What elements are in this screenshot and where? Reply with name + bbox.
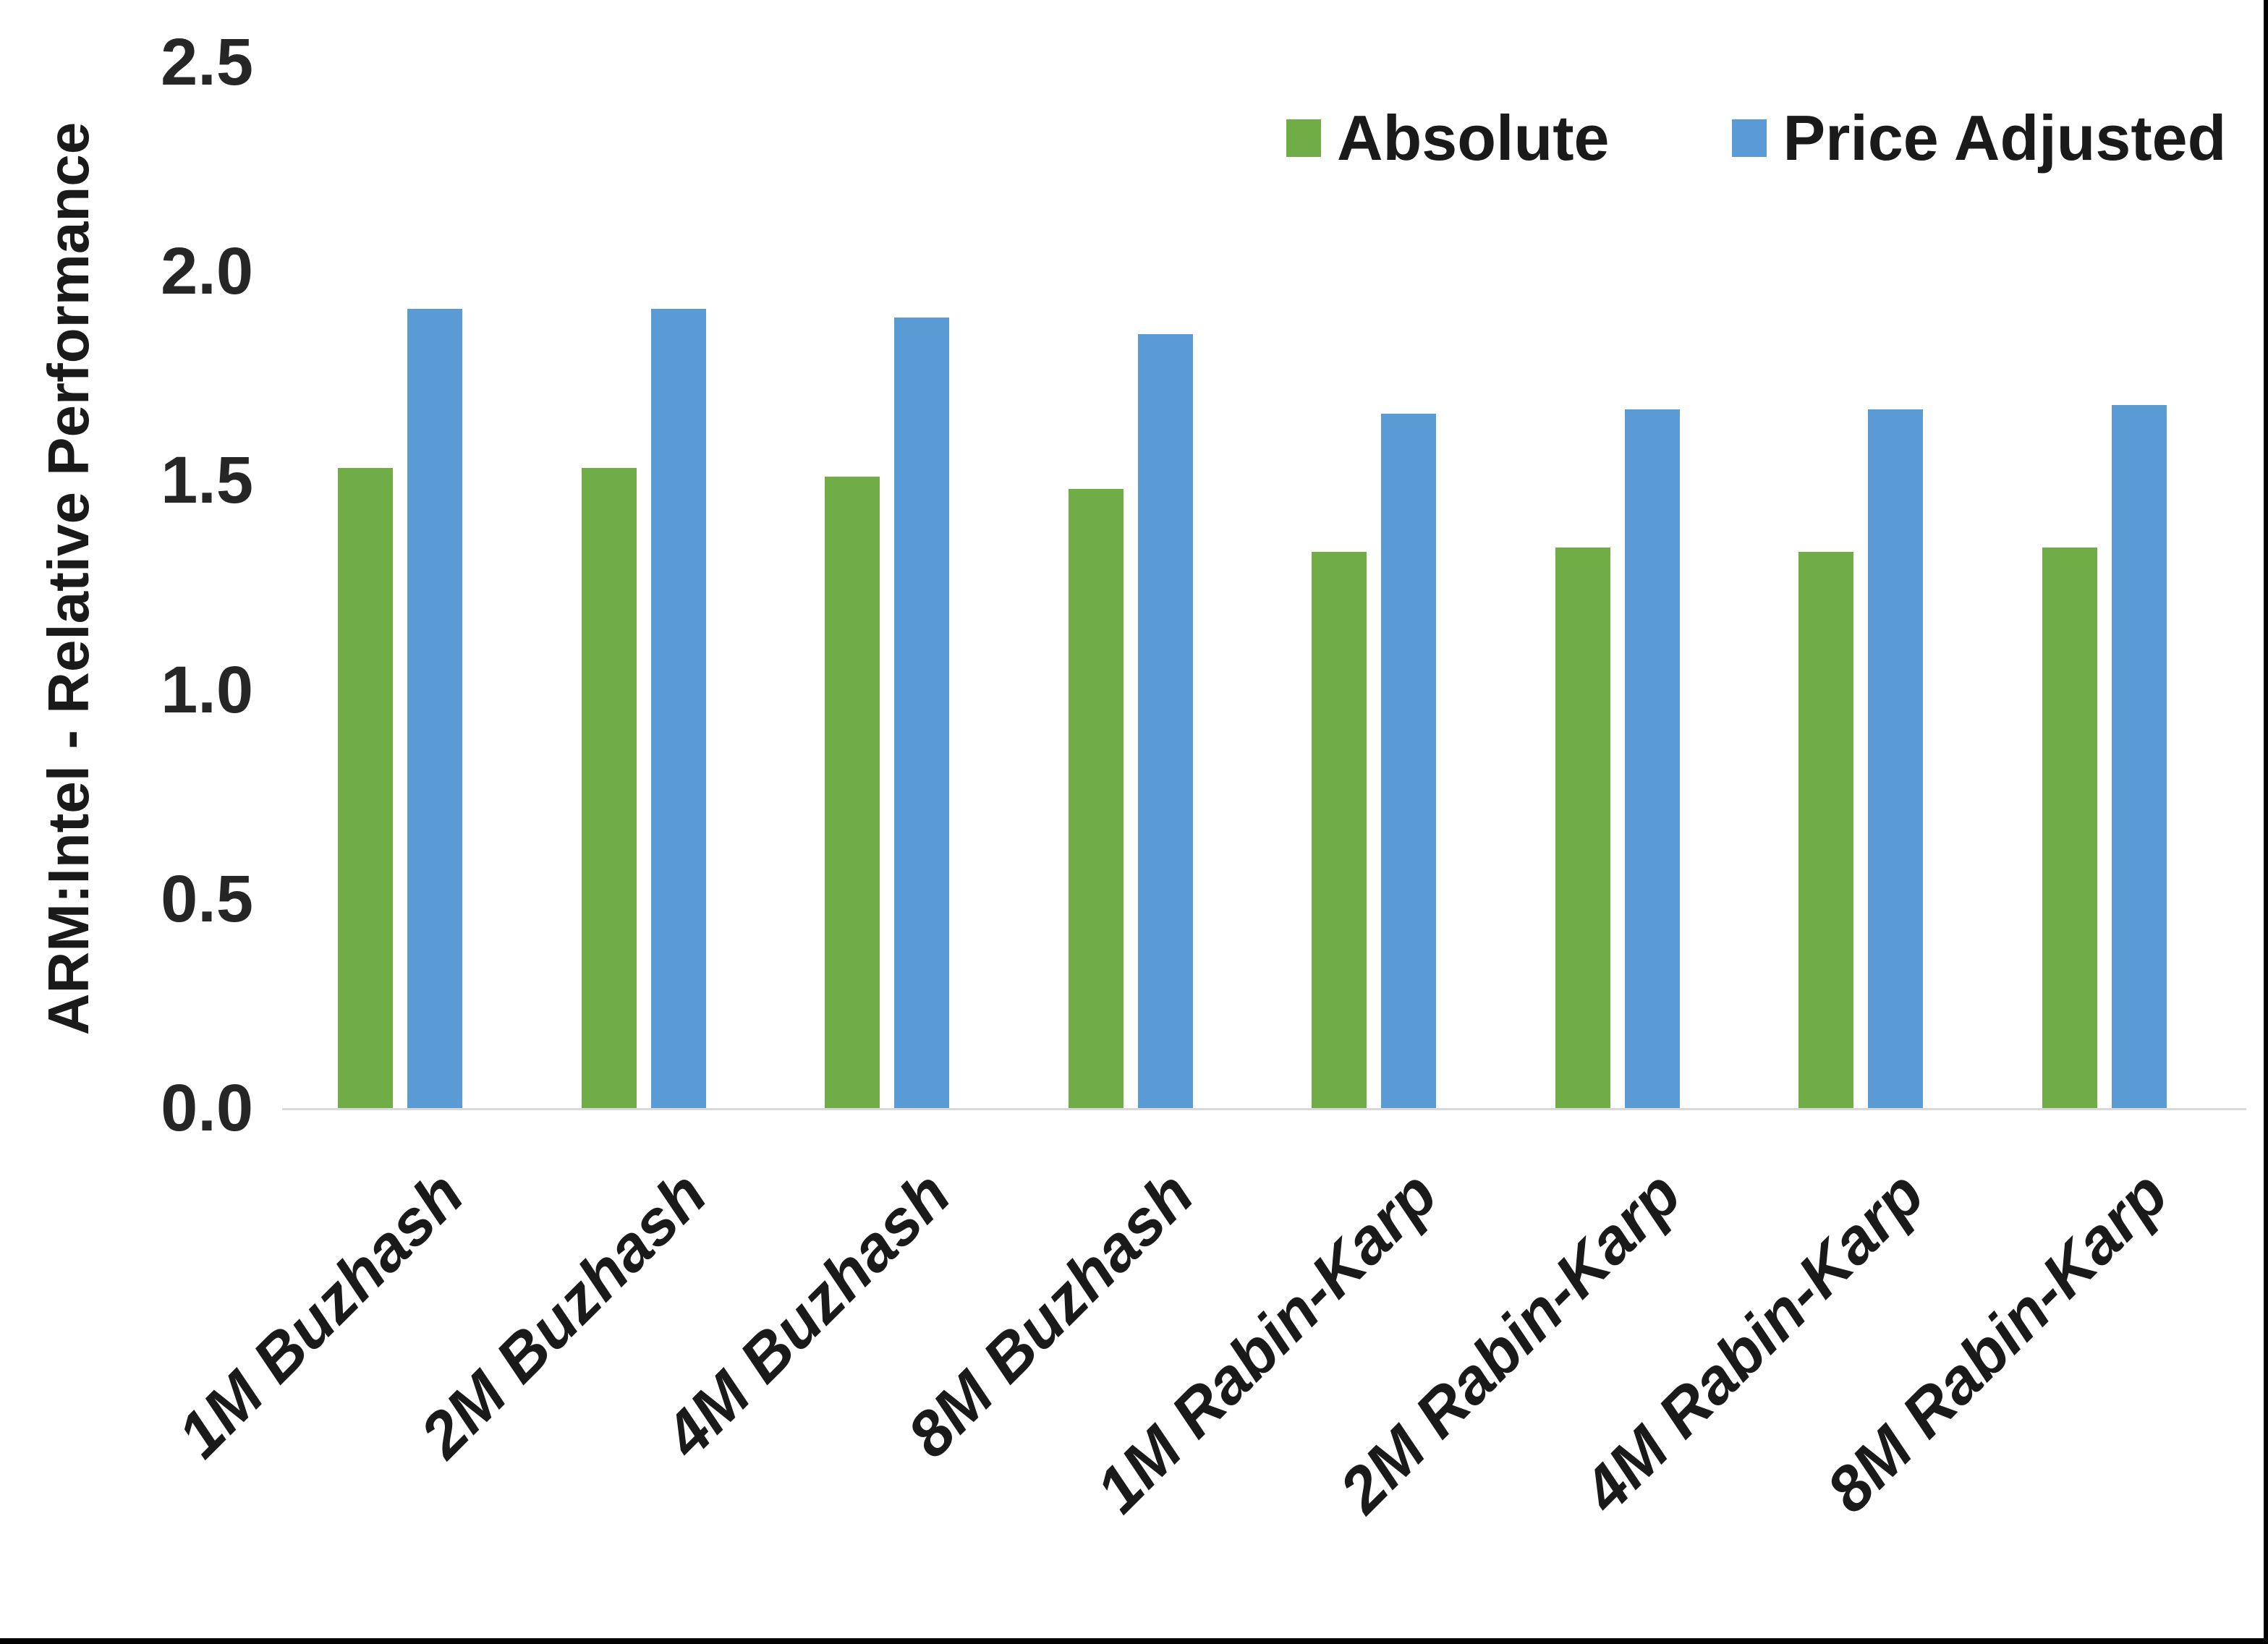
x-axis-baseline	[282, 1108, 2246, 1110]
bar-absolute-4m-rabin-karp	[1798, 551, 1853, 1108]
bar-absolute-8m-rabin-karp	[2042, 547, 2097, 1108]
legend-item-absolute: Absolute	[1286, 101, 1609, 175]
bar-price-adjusted-2m-rabin-karp	[1624, 409, 1680, 1108]
y-tick-label-2.0: 2.0	[161, 234, 253, 309]
bar-absolute-2m-rabin-karp	[1555, 547, 1610, 1108]
bar-price-adjusted-8m-buzhash	[1137, 333, 1193, 1108]
bar-absolute-2m-buzhash	[581, 468, 637, 1108]
y-tick-label-0.5: 0.5	[161, 861, 253, 936]
y-tick-label-2.5: 2.5	[161, 25, 253, 99]
bar-price-adjusted-4m-buzhash	[894, 317, 949, 1108]
legend-item-price-adjusted: Price Adjusted	[1732, 101, 2226, 175]
bar-price-adjusted-1m-buzhash	[407, 309, 462, 1108]
bar-price-adjusted-1m-rabin-karp	[1381, 413, 1436, 1108]
legend-swatch-absolute	[1286, 119, 1321, 157]
y-tick-label-0.0: 0.0	[161, 1071, 253, 1145]
legend-label-absolute: Absolute	[1337, 102, 1610, 174]
page-edge-bottom	[0, 1638, 2268, 1644]
legend-label-price-adjusted: Price Adjusted	[1783, 102, 2227, 174]
y-tick-label-1.0: 1.0	[161, 652, 253, 727]
chart-legend: Absolute Price Adjusted	[1286, 101, 2226, 175]
page-edge-right	[2264, 0, 2268, 1644]
bar-price-adjusted-8m-rabin-karp	[2111, 405, 2167, 1108]
bar-absolute-4m-buzhash	[825, 476, 880, 1108]
bar-price-adjusted-2m-buzhash	[650, 309, 706, 1108]
y-tick-label-1.5: 1.5	[161, 443, 253, 518]
bar-absolute-1m-rabin-karp	[1312, 551, 1367, 1108]
bar-price-adjusted-4m-rabin-karp	[1868, 409, 1923, 1108]
bar-absolute-1m-buzhash	[338, 468, 393, 1108]
legend-swatch-price-adjusted	[1732, 119, 1767, 157]
bar-absolute-8m-buzhash	[1068, 488, 1124, 1108]
